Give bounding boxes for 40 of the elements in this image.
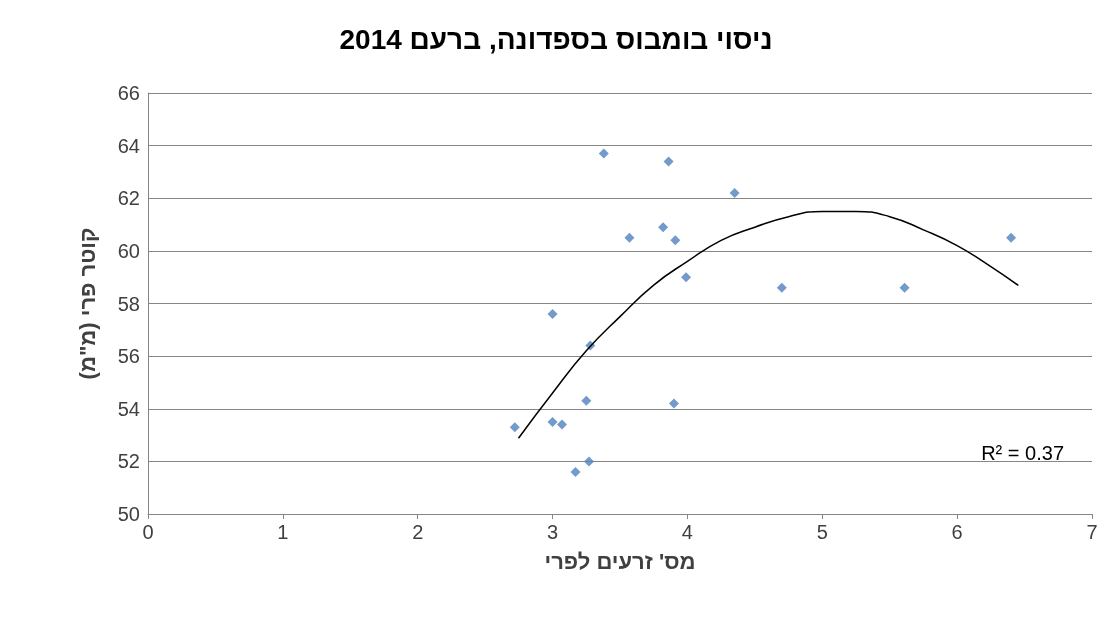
y-tick-label: 62: [117, 187, 140, 210]
x-tick-label: 5: [816, 521, 828, 543]
x-tick-label: 1: [277, 521, 289, 543]
point: [658, 222, 669, 233]
y-tick-label: 50: [117, 503, 140, 525]
point: [663, 156, 674, 167]
y-tick-label: 54: [117, 397, 140, 420]
y-tick-label: 66: [117, 82, 140, 104]
point: [581, 395, 592, 406]
point: [681, 272, 692, 283]
annotation: R² = 0.37: [981, 442, 1065, 464]
y-tick-label: 60: [117, 239, 140, 262]
point: [776, 282, 787, 293]
point: [547, 416, 558, 427]
point: [729, 187, 740, 198]
point: [1006, 232, 1017, 243]
x-tick-label: 6: [951, 521, 963, 543]
chart-title: ניסוי בומבוס בספדונה, ברעם 2014: [339, 23, 773, 55]
point: [668, 398, 679, 409]
point: [670, 235, 681, 246]
x-tick-label: 0: [142, 521, 154, 543]
x-tick-label: 3: [547, 521, 559, 543]
y-tick-label: 64: [117, 134, 140, 157]
x-tick-label: 7: [1086, 521, 1098, 543]
point: [547, 309, 558, 320]
y-tick-label: 56: [117, 345, 140, 368]
point: [624, 232, 635, 243]
line-series: [518, 210, 1019, 439]
y-axis-title: קוטר פרי (מ"מ): [74, 227, 100, 380]
y-tick-label: 58: [117, 292, 140, 315]
point: [557, 419, 568, 430]
x-tick-label: 2: [412, 521, 424, 543]
point: [509, 422, 520, 433]
point: [598, 148, 609, 159]
x-axis-title: מס' זרעים לפרי: [544, 548, 696, 574]
point: [583, 456, 594, 467]
point: [899, 282, 910, 293]
x-tick-label: 4: [681, 521, 693, 543]
y-tick-label: 52: [117, 450, 140, 473]
point: [570, 466, 581, 477]
